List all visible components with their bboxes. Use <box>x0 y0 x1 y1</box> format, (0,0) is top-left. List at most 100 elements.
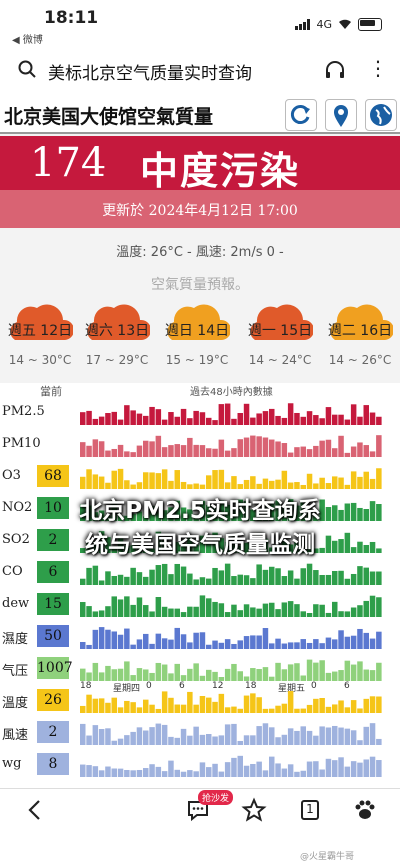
spark-bar <box>319 769 325 777</box>
spark-bar <box>224 563 231 585</box>
spark-bar <box>206 697 212 713</box>
spark-bar <box>149 611 155 617</box>
spark-bar <box>313 570 319 585</box>
spark-bar <box>187 691 193 713</box>
spark-bar <box>161 510 168 521</box>
spark-bar <box>350 607 357 617</box>
spark-bar <box>287 544 294 553</box>
history-sparkbars <box>80 723 382 745</box>
spark-bar <box>136 707 143 713</box>
spark-bar <box>243 437 250 457</box>
spark-bar <box>86 735 92 745</box>
table-row: wg 8 <box>0 751 400 779</box>
spark-bar <box>117 574 124 585</box>
comment-badge: 抢沙发 <box>198 790 234 805</box>
spark-bar <box>105 728 111 745</box>
globe-button[interactable] <box>365 99 397 131</box>
spark-bar <box>300 726 306 745</box>
spark-bar <box>325 637 332 649</box>
spark-bar <box>357 740 363 745</box>
headset-icon[interactable] <box>324 59 346 81</box>
spark-bar <box>206 417 212 425</box>
spark-bar <box>325 706 332 713</box>
spark-bar <box>143 516 149 521</box>
forecast-day: 週日 14日 15 ~ 19°C <box>162 296 232 376</box>
spark-bar <box>187 606 193 617</box>
forecast-day-label: 週日 14日 <box>164 323 230 339</box>
headline-line-1: 北京PM2.5实时查询系 <box>79 498 321 524</box>
spark-bar <box>294 412 300 425</box>
spark-bar <box>319 418 325 425</box>
table-row: CO 6 <box>0 559 400 587</box>
spark-bar <box>306 411 313 425</box>
location-button[interactable] <box>325 99 357 131</box>
spark-bar <box>376 435 382 457</box>
spark-bar <box>105 537 111 553</box>
spark-bar <box>256 436 262 457</box>
spark-bar <box>80 764 86 777</box>
share-button[interactable]: 1 <box>297 797 323 823</box>
spark-bar <box>294 730 300 745</box>
spark-bar <box>250 509 256 521</box>
spark-bar <box>294 541 300 553</box>
spark-bar <box>143 633 149 649</box>
spark-bar <box>212 448 218 457</box>
forecast-day-label: 週五 12日 <box>7 323 73 339</box>
spark-bar <box>363 600 369 617</box>
spark-bar <box>218 404 225 425</box>
spark-bar <box>325 439 332 457</box>
spark-bar <box>256 413 262 425</box>
spark-bar <box>136 597 143 617</box>
spark-bar <box>149 506 155 521</box>
more-menu-icon[interactable]: ⋮ <box>368 56 388 80</box>
spark-bar <box>231 448 237 457</box>
spark-bar <box>168 673 174 681</box>
spark-bar <box>350 700 357 713</box>
spark-bar <box>98 610 105 617</box>
spark-bar <box>117 444 124 457</box>
spark-bar <box>281 540 288 553</box>
spark-bar <box>250 578 256 585</box>
spark-bar <box>350 761 357 777</box>
spark-bar <box>313 415 319 425</box>
spark-bar <box>161 771 168 777</box>
cloud-icon <box>250 304 313 340</box>
spark-bar <box>325 535 332 553</box>
spark-bar <box>363 632 369 649</box>
spark-bar <box>180 612 187 617</box>
spark-bar <box>143 543 149 553</box>
spark-bar <box>117 536 124 553</box>
spark-bar <box>262 628 269 649</box>
table-row: PM2.5 <box>0 399 400 427</box>
cloud-icon <box>87 304 150 340</box>
refresh-button[interactable] <box>285 99 317 131</box>
spark-bar <box>80 476 86 489</box>
search-icon[interactable] <box>18 60 36 78</box>
time-axis-label: 18 <box>245 681 257 691</box>
paw-icon[interactable] <box>352 797 378 823</box>
search-title[interactable]: 美标北京空气质量实时查询 <box>48 64 252 84</box>
spark-bar <box>98 531 105 553</box>
status-bar: 18:11 ◀ 微博 4G <box>0 0 400 50</box>
spark-bar <box>319 499 325 521</box>
refresh-icon <box>290 105 310 124</box>
row-value <box>37 401 69 423</box>
spark-bar <box>143 440 149 457</box>
spark-bar <box>180 445 187 457</box>
spark-bar <box>275 662 281 681</box>
spark-bar <box>155 723 162 745</box>
star-icon[interactable] <box>241 797 267 823</box>
spark-bar <box>161 419 168 425</box>
table-row: 濕度 50 <box>0 623 400 651</box>
spark-bar <box>256 761 262 777</box>
share-count-icon <box>301 800 319 820</box>
spark-bar <box>269 643 275 649</box>
back-icon[interactable] <box>22 797 48 823</box>
spark-bar <box>262 569 269 585</box>
spark-bar <box>224 668 231 681</box>
back-to-app-link[interactable]: ◀ 微博 <box>12 35 43 46</box>
spark-bar <box>231 534 237 553</box>
spark-bar <box>363 726 369 745</box>
spark-bar <box>357 416 363 425</box>
spark-bar <box>262 708 269 713</box>
